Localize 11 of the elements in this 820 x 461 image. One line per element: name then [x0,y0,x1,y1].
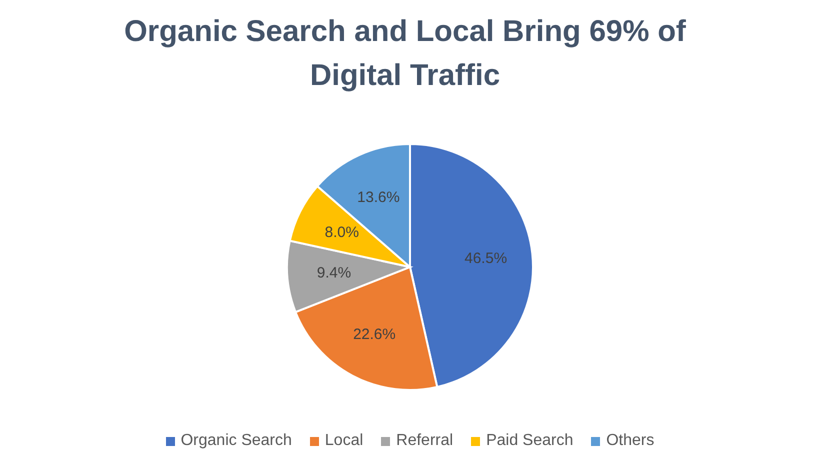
legend-label: Others [606,431,654,451]
legend-label: Paid Search [486,431,574,451]
data-label: 9.4% [316,264,352,282]
data-label: 22.6% [353,326,396,343]
data-label: 13.6% [357,189,400,206]
data-label: 46.5% [464,250,508,268]
data-label: 8.0% [324,224,359,242]
chart-title: Organic Search and Local Bring 69% of Digital Traffic [123,14,687,94]
legend-label: Referral [396,431,454,451]
legend-label: Local [324,431,364,451]
legend-label: Organic Search [180,431,292,451]
